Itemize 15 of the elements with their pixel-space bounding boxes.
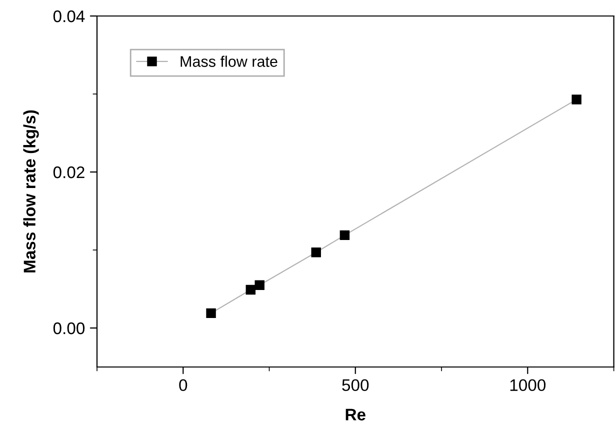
point [246,284,256,295]
x-tick-label: 0 [179,379,188,392]
x-axis-title: Re [346,408,366,420]
y-tick-label: 0.04 [53,10,85,22]
y-axis-title: Mass flow rate (kg/s) [23,110,39,272]
y-tick-label: 0.00 [53,322,85,334]
point [572,94,582,104]
y-tick-label: 0.02 [53,166,84,178]
point [311,247,321,258]
point [340,230,350,240]
point [254,280,264,290]
point [206,308,216,318]
x-tick-label: 500 [342,379,369,392]
legend-label: Mass flow rate [180,56,278,67]
x-tick-label: 1000 [510,379,546,392]
